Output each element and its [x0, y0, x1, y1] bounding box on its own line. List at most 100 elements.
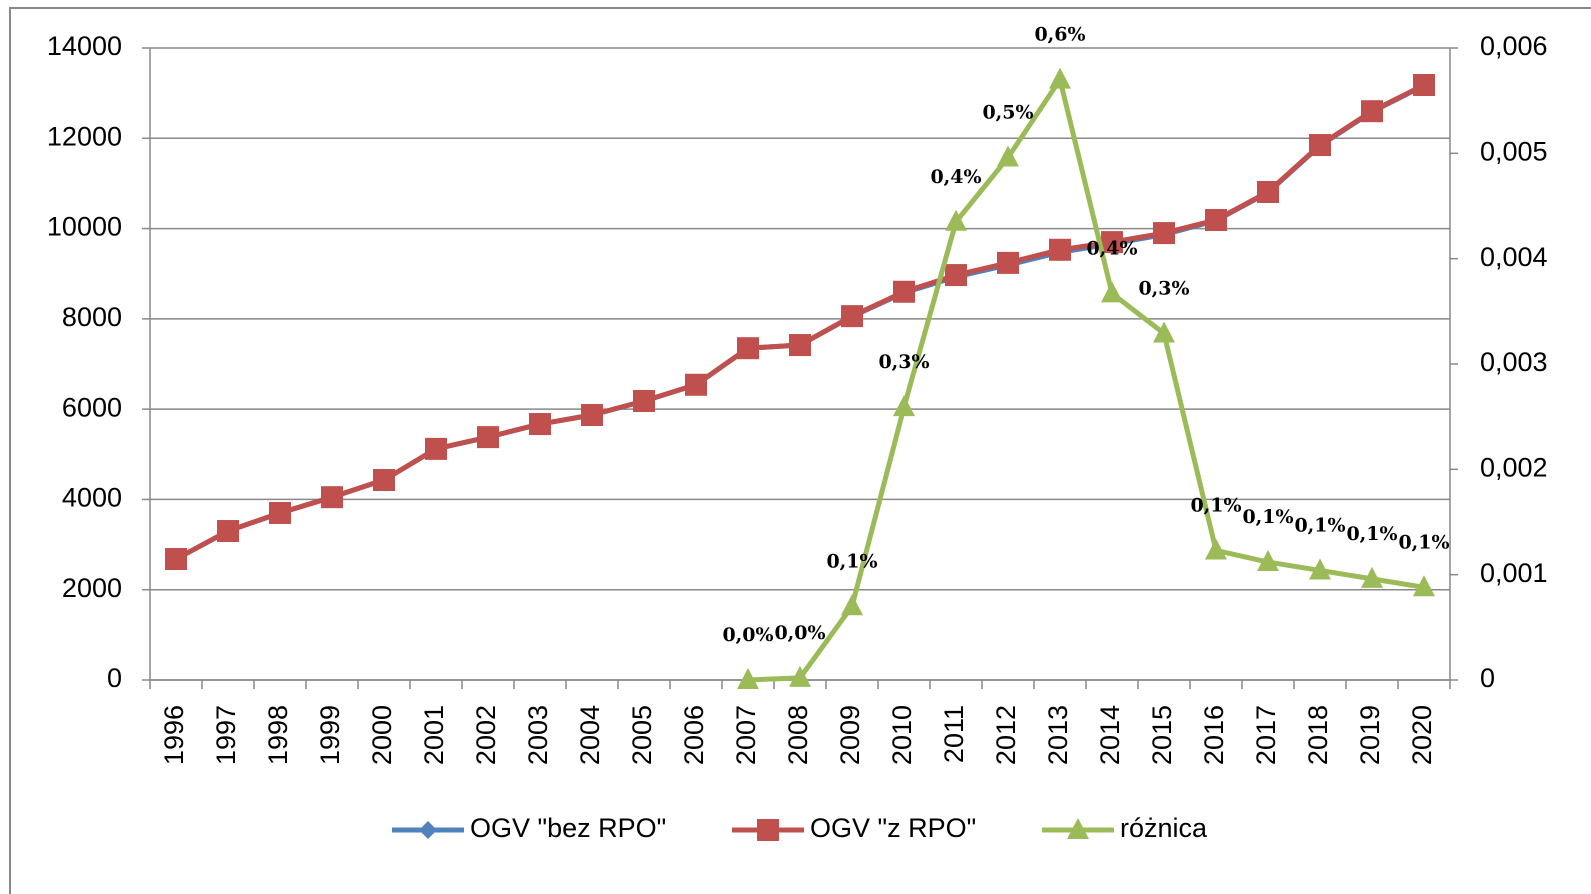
marker: [737, 337, 759, 360]
data-label: 0,1%: [1294, 514, 1345, 536]
marker: [1361, 100, 1383, 123]
data-label: 0,3%: [878, 351, 929, 373]
x-tick-label: 2007: [731, 705, 761, 765]
data-label: 0,4%: [1086, 237, 1137, 259]
marker: [1413, 74, 1435, 97]
data-label: 0,1%: [826, 550, 877, 572]
x-tick-label: 2013: [1043, 705, 1073, 765]
y2-tick-label: 0,004: [1480, 242, 1548, 272]
data-label: 0,6%: [1034, 24, 1085, 46]
marker: [789, 665, 811, 687]
marker: [789, 334, 811, 357]
y2-tick-label: 0,003: [1480, 347, 1548, 377]
marker: [477, 426, 499, 449]
marker: [1049, 238, 1071, 261]
x-tick-label: 2016: [1199, 705, 1229, 765]
marker: [1205, 538, 1227, 560]
marker: [997, 251, 1019, 274]
marker: [419, 821, 437, 839]
marker: [737, 668, 759, 689]
y-tick-label: 10000: [47, 212, 122, 242]
y-tick-label: 2000: [62, 573, 122, 603]
x-tick-label: 2017: [1251, 705, 1281, 765]
legend-label: OGV "z RPO": [810, 813, 976, 843]
data-label: 0,1%: [1398, 531, 1449, 553]
marker: [633, 390, 655, 413]
y-tick-label: 12000: [47, 121, 122, 151]
data-label: 0,0%: [774, 622, 825, 644]
marker: [321, 486, 343, 509]
marker: [1049, 67, 1071, 89]
marker: [841, 305, 863, 328]
y2-tick-label: 0,006: [1480, 31, 1548, 61]
x-tick-label: 2011: [939, 705, 969, 763]
marker: [269, 501, 291, 524]
marker: [1257, 550, 1279, 572]
data-label: 0,0%: [722, 624, 773, 646]
data-label: 0,4%: [930, 166, 981, 188]
x-tick-label: 2001: [419, 705, 449, 765]
x-tick-label: 1997: [211, 705, 241, 765]
x-tick-label: 2005: [627, 705, 657, 765]
y-tick-label: 6000: [62, 392, 122, 422]
x-tick-label: 1999: [315, 705, 345, 765]
marker: [757, 819, 779, 841]
y2-tick-label: 0,005: [1480, 136, 1548, 166]
data-label: 0,1%: [1242, 506, 1293, 528]
marker: [1153, 321, 1175, 343]
marker: [529, 413, 551, 436]
marker: [893, 395, 915, 417]
series-line: [174, 82, 1426, 562]
x-tick-label: 2003: [523, 705, 553, 765]
marker: [1257, 181, 1279, 204]
marker: [1153, 222, 1175, 245]
x-tick-label: 2018: [1303, 705, 1333, 765]
data-label: 0,5%: [982, 102, 1033, 124]
marker: [893, 280, 915, 303]
y2-tick-label: 0,002: [1480, 452, 1548, 482]
y2-tick-label: 0,001: [1480, 558, 1548, 588]
y-tick-label: 14000: [47, 31, 122, 61]
marker: [945, 264, 967, 287]
marker: [1413, 575, 1435, 597]
y2-tick-label: 0: [1480, 663, 1495, 693]
x-tick-label: 2015: [1147, 705, 1177, 765]
data-label: 0,3%: [1138, 277, 1189, 299]
marker: [1309, 134, 1331, 157]
marker: [425, 437, 447, 460]
x-tick-label: 2010: [887, 705, 917, 765]
data-label: 0,1%: [1346, 523, 1397, 545]
marker: [997, 145, 1019, 167]
legend-label: różnica: [1120, 813, 1208, 843]
marker: [1309, 558, 1331, 580]
data-label: 0,1%: [1190, 494, 1241, 516]
marker: [1067, 818, 1089, 839]
marker: [165, 548, 187, 571]
x-tick-label: 2020: [1407, 705, 1437, 765]
marker: [373, 469, 395, 492]
series-line: [747, 77, 1425, 683]
y-tick-label: 0: [107, 663, 122, 693]
x-tick-label: 2006: [679, 705, 709, 765]
x-tick-label: 2008: [783, 705, 813, 765]
marker: [1361, 566, 1383, 588]
x-tick-label: 2014: [1095, 705, 1125, 765]
marker: [581, 404, 603, 427]
x-tick-label: 2012: [991, 705, 1021, 765]
marker: [1101, 231, 1123, 254]
marker: [945, 209, 967, 231]
marker: [1101, 281, 1123, 303]
x-tick-label: 1996: [159, 705, 189, 765]
x-tick-label: 2002: [471, 705, 501, 765]
x-tick-label: 2019: [1355, 705, 1385, 765]
marker: [685, 373, 707, 396]
y-tick-label: 8000: [62, 302, 122, 332]
marker: [1205, 208, 1227, 231]
y-tick-label: 4000: [62, 483, 122, 513]
x-tick-label: 2009: [835, 705, 865, 765]
x-tick-label: 2000: [367, 705, 397, 765]
frame: [9, 7, 1591, 894]
x-tick-label: 1998: [263, 705, 293, 765]
legend-label: OGV "bez RPO": [470, 813, 666, 843]
